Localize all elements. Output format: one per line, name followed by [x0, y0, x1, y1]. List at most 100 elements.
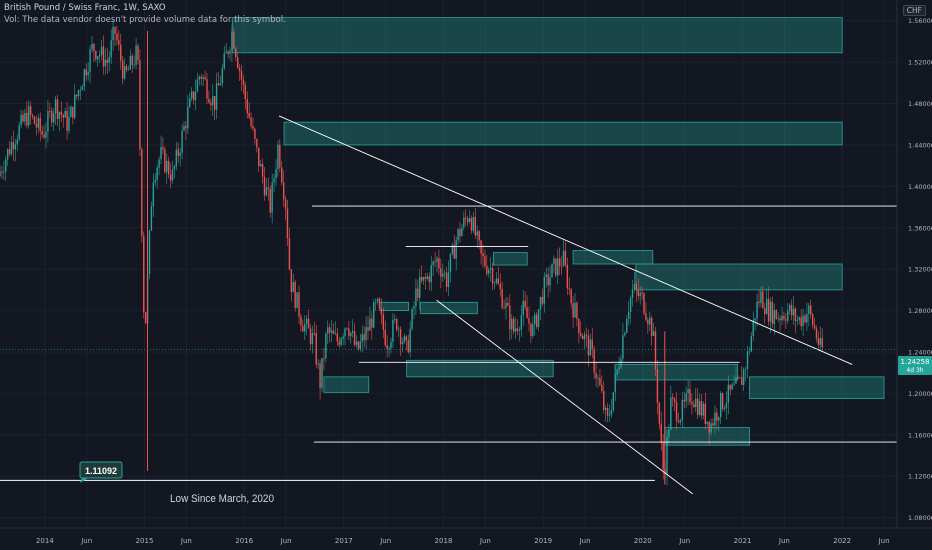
candle-body [714, 412, 716, 426]
candle-body [74, 94, 76, 118]
candle-body [503, 307, 505, 309]
candle-body [353, 331, 356, 345]
candle-body [737, 377, 739, 379]
candle-body [77, 90, 80, 97]
candle-body [288, 238, 291, 270]
price-tag-countdown: 4d 3h [906, 367, 923, 374]
candle-body [518, 329, 521, 331]
candle-body [520, 315, 523, 330]
candle-body [810, 305, 812, 315]
candle-body [106, 59, 109, 63]
low-annotation[interactable]: 1.11092 Low Since March, 2020 [79, 461, 274, 505]
candle-body [765, 298, 768, 314]
candle-body [764, 308, 766, 314]
x-tick-label: 2021 [734, 537, 752, 545]
candle-body [637, 289, 639, 297]
zone-rect [379, 301, 410, 311]
candle-body [68, 116, 70, 131]
candle-body [51, 111, 53, 123]
candle-body [131, 55, 133, 66]
candle-body [271, 182, 273, 213]
candle-body [150, 206, 153, 231]
candle-body [162, 147, 164, 150]
x-tick-label: Jun [280, 537, 292, 545]
candle-body [108, 57, 110, 63]
candle-body [509, 305, 511, 330]
price-tag-value: 1.24258 [901, 358, 930, 366]
candle-body [110, 40, 112, 58]
candle-body [459, 229, 461, 237]
trend-lines[interactable] [0, 115, 897, 495]
candle-body [497, 278, 500, 284]
candle-body [704, 403, 707, 425]
candle-body [102, 46, 105, 67]
candle-body [750, 335, 753, 352]
candle-body [819, 338, 822, 345]
candle-body [466, 218, 469, 222]
candle-body [8, 149, 11, 155]
candle-body [357, 341, 360, 350]
candle-body [141, 149, 143, 237]
candle-body [388, 348, 390, 350]
candle-body [670, 397, 672, 430]
candle-body [175, 149, 178, 167]
candle-body [321, 358, 323, 389]
candle-body [35, 124, 38, 128]
supply-demand-zones[interactable] [231, 17, 885, 446]
candle-body [453, 244, 455, 259]
candle-body [256, 139, 258, 148]
x-tick-label: 2016 [235, 537, 253, 545]
price-axis[interactable]: 1.08000 1.12000 1.16000 1.20000 1.24000 1.280… [896, 0, 932, 528]
candle-body [649, 317, 651, 325]
time-axis[interactable]: 2014 Jun 2015 Jun 2016 Jun 2017 Jun 2018 Jun 2019 J… [0, 527, 932, 545]
candle-body [47, 110, 49, 132]
candle-body [305, 318, 308, 325]
candle-body [443, 272, 446, 274]
candle-body [233, 31, 235, 49]
candle-body [465, 217, 467, 219]
trend-line [436, 299, 693, 495]
candle-body [342, 336, 344, 339]
currency-badge[interactable]: CHF [902, 5, 926, 16]
zone-rect [749, 376, 885, 399]
candle-body [658, 402, 661, 424]
candle-body [482, 253, 484, 257]
candle-body [227, 51, 229, 54]
candle-body [204, 77, 206, 80]
candle-body [560, 265, 563, 267]
zone-rect [420, 301, 478, 315]
candle-body [374, 301, 377, 303]
candle-body [430, 265, 432, 283]
candle-body [673, 398, 676, 403]
candle-body [790, 304, 793, 316]
candle-body [570, 289, 572, 304]
candle-body [238, 67, 241, 71]
candle-body [568, 288, 570, 290]
candle-body [447, 272, 450, 287]
y-tick-label: 1.32000 [908, 266, 932, 274]
candle-body [171, 169, 174, 181]
candle-body [359, 341, 362, 350]
candle-body [499, 283, 501, 290]
candle-body [179, 152, 181, 156]
candle-body [746, 351, 749, 369]
candle-body [133, 64, 135, 66]
candle-body [135, 45, 137, 65]
candle-body [98, 55, 101, 57]
y-tick-label: 1.20000 [908, 390, 932, 398]
candle-body [258, 147, 260, 167]
low-badge-box [79, 461, 123, 479]
candle-body [144, 312, 147, 324]
candle-body [307, 318, 310, 329]
candle-body [181, 130, 183, 153]
candle-body [28, 106, 30, 126]
candle-body [242, 79, 245, 85]
candle-body [652, 331, 655, 336]
candle-body [112, 27, 114, 41]
candle-body [604, 408, 607, 411]
candle-body [463, 217, 465, 228]
candle-body [574, 302, 576, 318]
candle-body [269, 189, 271, 213]
